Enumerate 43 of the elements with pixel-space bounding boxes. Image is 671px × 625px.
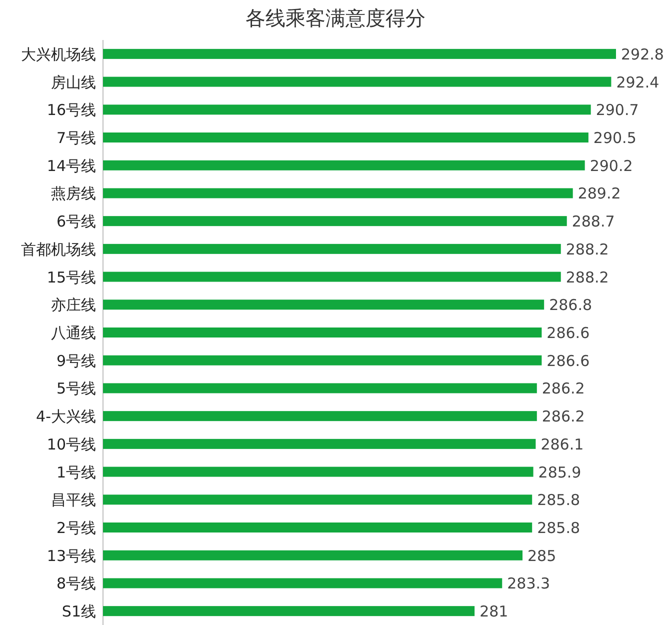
data-label: 288.2 — [566, 268, 609, 286]
data-label: 286.2 — [542, 380, 585, 398]
chart-title: 各线乘客满意度得分 — [246, 6, 426, 30]
y-tick-label: 2号线 — [56, 519, 96, 537]
data-label: 286.1 — [540, 435, 584, 454]
y-tick-label: 5号线 — [56, 380, 96, 398]
data-label: 290.5 — [593, 129, 636, 147]
data-label: 289.2 — [578, 184, 621, 203]
data-label: 286.6 — [546, 324, 590, 342]
y-tick-label: 大兴机场线 — [21, 45, 96, 64]
y-tick-label: 八通线 — [51, 324, 96, 342]
data-label: 292.8 — [621, 45, 664, 64]
y-tick-label: 13号线 — [46, 546, 96, 565]
y-tick-label: 首都机场线 — [21, 240, 96, 258]
data-label: 286.8 — [549, 296, 592, 314]
data-label: 285.8 — [537, 519, 580, 537]
y-tick-label: 16号线 — [46, 101, 96, 120]
data-label: 286.6 — [546, 352, 590, 370]
data-label: 285.8 — [537, 491, 580, 510]
y-tick-label: 4-大兴线 — [36, 408, 96, 426]
y-tick-label: 15号线 — [46, 268, 96, 286]
y-tick-label: 10号线 — [46, 435, 96, 454]
y-tick-label: 昌平线 — [51, 491, 96, 510]
data-label: 286.2 — [542, 408, 585, 426]
data-label: 285.9 — [538, 463, 582, 482]
y-tick-label: 6号线 — [56, 212, 96, 231]
y-tick-label: 房山线 — [51, 73, 96, 92]
data-label: 283.3 — [507, 574, 550, 593]
data-label: 288.7 — [572, 212, 615, 231]
data-label: 290.2 — [590, 156, 633, 175]
data-label: 281 — [480, 602, 508, 621]
y-tick-label: 1号线 — [56, 463, 96, 482]
data-label: 290.7 — [596, 101, 639, 120]
data-label: 288.2 — [566, 240, 609, 258]
y-tick-label: S1线 — [62, 602, 96, 621]
y-tick-label: 7号线 — [56, 129, 96, 147]
data-label: 285 — [528, 546, 556, 565]
y-tick-label: 9号线 — [56, 352, 96, 370]
y-tick-label: 亦庄线 — [51, 296, 96, 314]
data-label: 292.4 — [616, 73, 660, 92]
y-tick-label: 14号线 — [46, 156, 96, 175]
y-tick-label: 8号线 — [56, 574, 96, 593]
y-tick-label: 燕房线 — [51, 184, 96, 203]
